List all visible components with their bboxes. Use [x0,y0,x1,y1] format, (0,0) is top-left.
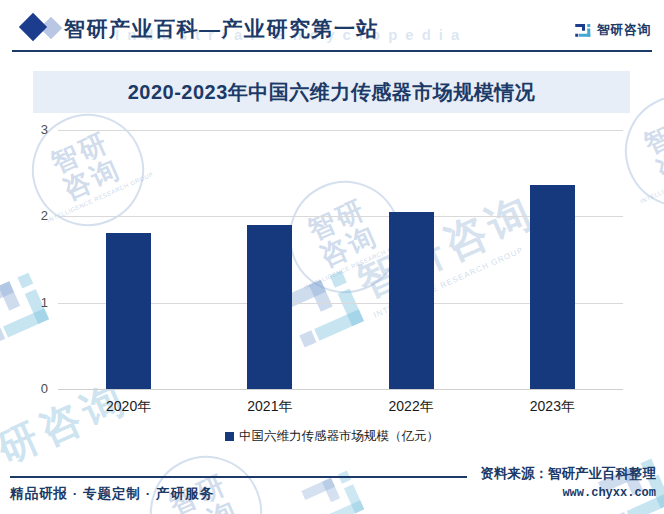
site-title: 智研产业百科—产业研究第一站 [64,15,379,43]
bar-2023年 [530,185,575,389]
legend-label: 中国六维力传感器市场规模（亿元） [239,428,439,445]
footer-tagline: 精品研报 · 专题定制 · 产研服务 [10,485,214,503]
brand-name: 智研咨询 [597,21,651,39]
x-tick-label: 2022年 [366,398,456,416]
legend-swatch [225,432,234,441]
legend: 中国六维力传感器市场规模（亿元） [0,428,664,445]
x-tick-label: 2023年 [507,398,597,416]
brand-logo-icon [573,21,591,39]
y-tick-label: 0 [18,381,48,396]
page: Industrial Encyclopedia 智研咨询 INTELLIGENC… [0,0,664,514]
brand-logo: 智研咨询 [573,21,651,39]
y-tick-label: 2 [18,208,48,223]
footer-divider [10,476,467,478]
footer-source: 资料来源：智研产业百科整理 www.chyxx.com [481,465,657,500]
x-tick-label: 2021年 [225,398,315,416]
gridline-3 [58,130,623,131]
y-tick-label: 3 [18,122,48,137]
bar-2021年 [247,225,292,389]
chart-title-banner: 2020-2023年中国六维力传感器市场规模情况 [33,71,630,113]
bar-2020年 [106,233,151,389]
y-tick-label: 1 [18,295,48,310]
chart-title: 2020-2023年中国六维力传感器市场规模情况 [128,79,536,106]
gridline-0 [58,389,623,390]
source-text: 资料来源：智研产业百科整理 [481,465,657,483]
website-link[interactable]: www.chyxx.com [481,486,657,500]
bar-2022年 [389,212,434,389]
x-tick-label: 2020年 [84,398,174,416]
